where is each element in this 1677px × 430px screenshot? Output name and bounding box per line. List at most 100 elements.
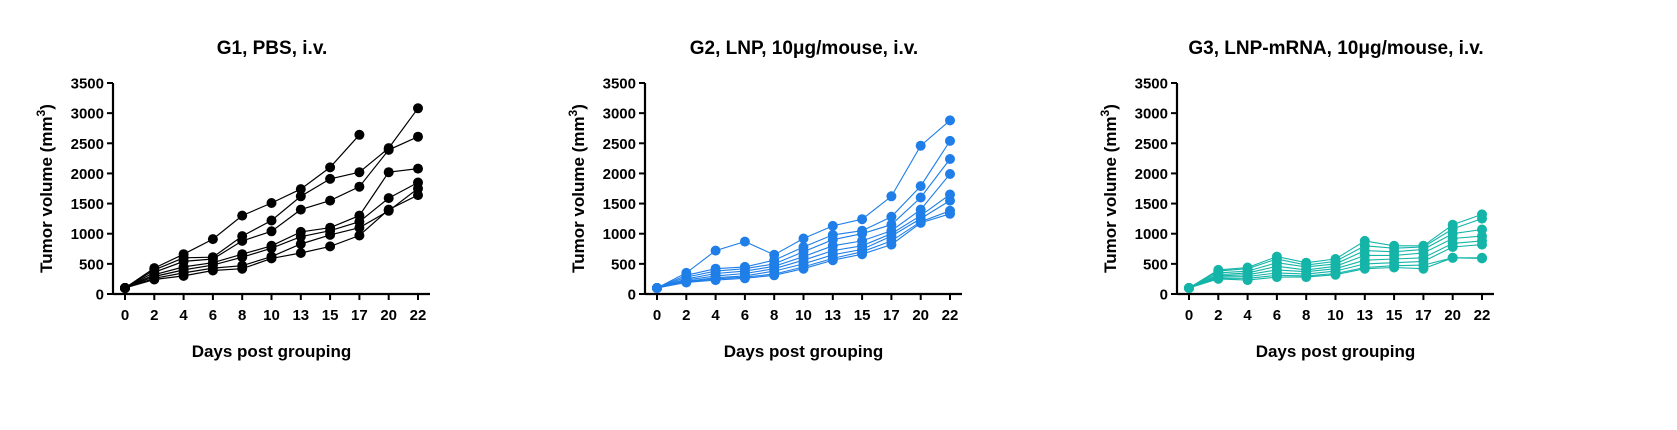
x-tick-label: 2 (1214, 307, 1222, 324)
x-axis-label: Days post grouping (192, 342, 352, 361)
data-point (354, 167, 365, 178)
data-point (1389, 262, 1400, 273)
data-point (1359, 263, 1370, 274)
data-point (652, 283, 662, 293)
data-point (178, 270, 189, 281)
chart-title: G2, LNP, 10μg/mouse, i.v. (690, 38, 918, 59)
y-tick-label: 1000 (603, 226, 636, 243)
chart-title: G1, PBS, i.v. (217, 38, 328, 59)
y-axis-label: Tumor volume (mm3) (566, 104, 588, 273)
y-tick-label: 0 (1160, 287, 1168, 304)
data-point (710, 245, 721, 256)
data-point (681, 277, 692, 288)
data-point (798, 233, 809, 244)
data-point (915, 181, 926, 192)
data-point (295, 184, 306, 195)
data-point (1477, 239, 1487, 250)
x-tick-label: 22 (410, 307, 427, 324)
data-point (120, 283, 130, 293)
x-tick-label: 13 (292, 307, 309, 324)
chart-panel-3: G3, LNP-mRNA, 10μg/mouse, i.v. 0 500 1000 15… (1098, 38, 1494, 361)
series-2 (1184, 213, 1487, 293)
data-point (915, 217, 926, 228)
data-point (325, 195, 336, 206)
data-point (769, 270, 780, 281)
y-tick-label: 0 (96, 287, 104, 304)
x-tick-label: 22 (942, 307, 959, 324)
series-1 (652, 115, 955, 293)
data-point (945, 195, 955, 206)
data-point (857, 214, 868, 225)
data-point (383, 167, 394, 178)
x-tick-label: 4 (711, 307, 720, 324)
y-tick-label: 2500 (603, 136, 636, 153)
series-6 (1184, 239, 1487, 293)
x-tick-label: 15 (854, 307, 871, 324)
x-tick-label: 10 (1327, 307, 1344, 324)
data-point (1477, 213, 1487, 224)
chart-panel-1: G1, PBS, i.v. 0 500 1000 1500 2000 2500 3000 350… (34, 38, 430, 361)
data-point (798, 263, 809, 274)
data-point (237, 252, 248, 263)
data-point (710, 275, 721, 286)
data-point (739, 273, 750, 284)
y-tick-label: 2000 (71, 166, 104, 183)
x-tick-label: 0 (653, 307, 661, 324)
x-tick-label: 8 (770, 307, 778, 324)
data-point (266, 243, 277, 254)
data-point (1447, 242, 1458, 252)
y-tick-label: 2000 (1135, 166, 1168, 183)
data-point (295, 191, 306, 202)
data-point (237, 263, 248, 274)
data-point (325, 173, 336, 184)
data-point (739, 236, 750, 247)
data-point (945, 169, 955, 179)
data-point (295, 239, 306, 249)
data-point (857, 228, 868, 239)
data-point (945, 154, 955, 164)
data-point (354, 129, 365, 140)
x-tick-label: 20 (380, 307, 397, 324)
x-tick-label: 17 (351, 307, 368, 324)
data-point (266, 198, 277, 208)
x-tick-label: 4 (179, 307, 188, 324)
data-point (325, 162, 336, 173)
data-point (295, 204, 306, 215)
data-point (915, 192, 926, 203)
y-tick-label: 1000 (71, 226, 104, 243)
data-point (1213, 273, 1224, 284)
x-tick-label: 13 (1356, 307, 1373, 324)
x-axis-label: Days post grouping (724, 342, 884, 361)
data-point (1477, 253, 1487, 264)
y-tick-label: 2500 (71, 136, 104, 153)
chart-panel-2: G2, LNP, 10μg/mouse, i.v.050010001500200… (566, 38, 962, 361)
y-axis-label: Tumor volume (mm3) (1098, 104, 1120, 273)
data-point (354, 222, 365, 233)
data-point (886, 211, 897, 222)
data-point (266, 215, 277, 226)
data-point (237, 235, 248, 246)
series-1 (1184, 209, 1487, 293)
data-point (886, 239, 897, 250)
x-tick-label: 2 (682, 307, 690, 324)
y-tick-label: 1500 (71, 196, 104, 213)
data-point (207, 265, 218, 276)
data-point (413, 103, 423, 114)
data-point (325, 229, 336, 240)
chart-title: G3, LNP-mRNA, 10μg/mouse, i.v. (1188, 38, 1483, 59)
x-tick-label: 10 (263, 307, 280, 324)
data-point (149, 274, 160, 285)
data-point (325, 241, 336, 252)
x-tick-label: 10 (795, 307, 812, 324)
data-point (945, 135, 955, 146)
y-tick-label: 3500 (1135, 76, 1168, 93)
x-tick-label: 15 (322, 307, 339, 324)
series-3 (120, 131, 423, 293)
data-point (237, 210, 248, 221)
y-tick-label: 3000 (1135, 106, 1168, 123)
data-point (266, 253, 277, 264)
x-axis-label: Days post grouping (1256, 342, 1416, 361)
data-point (1418, 263, 1429, 274)
